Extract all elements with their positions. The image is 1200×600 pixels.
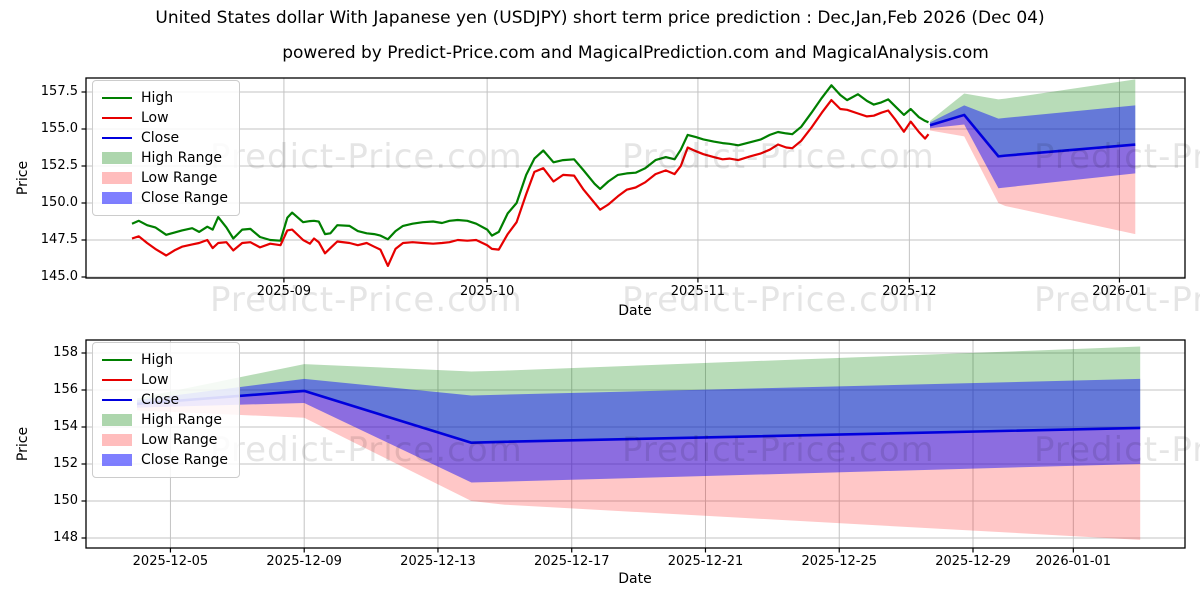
top-chart-legend: High Low Close High Range Low Range Close Ran… <box>92 80 240 216</box>
legend-line-swatch <box>102 117 132 119</box>
legend-item-close: Close <box>102 128 228 148</box>
legend-item-high: High <box>102 88 228 108</box>
legend-line-swatch <box>102 359 132 361</box>
legend-item-label: Low <box>141 110 169 126</box>
legend-item-low-range: Low Range <box>102 430 228 450</box>
legend-item-low: Low <box>102 108 228 128</box>
legend-item-label: High Range <box>141 150 222 166</box>
bottom-chart-frame <box>85 339 1186 549</box>
legend-item-low: Low <box>102 370 228 390</box>
legend-item-label: Low Range <box>141 170 218 186</box>
legend-item-close-range: Close Range <box>102 450 228 470</box>
top-chart-x-axis-label: Date <box>618 303 652 319</box>
legend-item-label: Low <box>141 372 169 388</box>
legend-line-swatch <box>102 379 132 381</box>
legend-patch-swatch <box>102 414 132 426</box>
legend-line-swatch <box>102 399 132 401</box>
legend-patch-swatch <box>102 454 132 466</box>
top-chart-frame <box>85 77 1186 279</box>
top-chart-close-prediction-line <box>929 113 1136 158</box>
bottom-chart-y-axis-label: Price <box>15 426 31 462</box>
legend-item-close-range: Close Range <box>102 188 228 208</box>
bottom-chart-x-axis-label: Date <box>618 571 652 587</box>
top-chart-high-line <box>131 84 929 242</box>
legend-item-high-range: High Range <box>102 148 228 168</box>
figure-subtitle: powered by Predict-Price.com and Magical… <box>282 43 989 63</box>
legend-item-label: High <box>141 352 174 368</box>
top-chart-low-line <box>131 99 930 267</box>
legend-item-label: Close <box>141 130 180 146</box>
legend-patch-swatch <box>102 192 132 204</box>
legend-item-low-range: Low Range <box>102 168 228 188</box>
figure-title: United States dollar With Japanese yen (… <box>155 8 1045 28</box>
legend-patch-swatch <box>102 152 132 164</box>
top-chart-y-axis-label: Price <box>15 160 31 196</box>
legend-item-label: High Range <box>141 412 222 428</box>
bottom-chart-close-prediction-line <box>136 389 1141 445</box>
legend-item-label: High <box>141 90 174 106</box>
bottom-chart-legend: High Low Close High Range Low Range Close Ran… <box>92 342 240 478</box>
legend-line-swatch <box>102 97 132 99</box>
legend-item-high-range: High Range <box>102 410 228 430</box>
legend-item-label: Close Range <box>141 190 228 206</box>
legend-patch-swatch <box>102 172 132 184</box>
legend-item-high: High <box>102 350 228 370</box>
legend-item-label: Close Range <box>141 452 228 468</box>
legend-item-label: Low Range <box>141 432 218 448</box>
legend-patch-swatch <box>102 434 132 446</box>
legend-item-label: Close <box>141 392 180 408</box>
top-chart-plot-area <box>86 78 1185 278</box>
bottom-chart-plot-area <box>86 340 1185 548</box>
legend-line-swatch <box>102 137 132 139</box>
legend-item-close: Close <box>102 390 228 410</box>
